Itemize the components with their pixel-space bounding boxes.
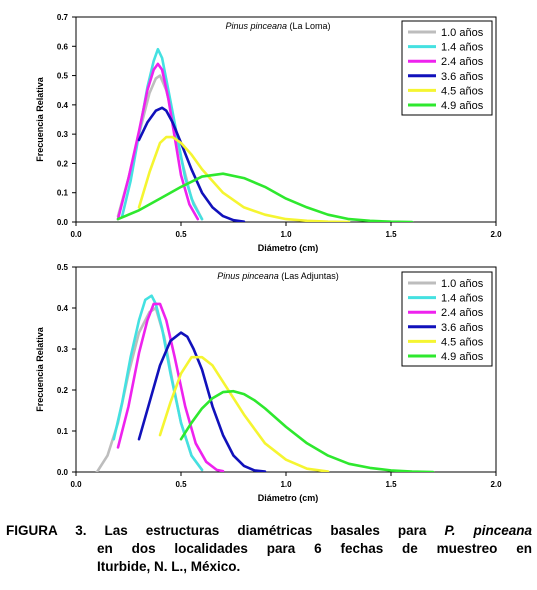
series-line-6 [116,172,414,222]
figure-caption: FIGURA 3. Las estructuras diamétricas ba… [6,522,532,576]
legend: 1.0 años 1.4 años 2.4 años 3.6 años 4.5 años… [401,271,493,367]
y-tick-label: 0.2 [57,386,69,395]
y-tick-label: 0.1 [57,189,69,198]
legend-entry-4: 3.6 años [441,322,484,334]
series-line-3 [116,302,225,472]
legend: 1.0 años 1.4 años 2.4 años 3.6 años 4.5 años… [401,20,493,116]
legend-entry-2: 1.4 años [441,42,484,54]
series-line-6 [179,389,435,472]
x-tick-label: 1.0 [280,230,292,239]
y-tick-label: 0.3 [57,130,69,139]
y-tick-label: 0.4 [57,304,69,313]
y-axis-label: Frecuencia Relativa [35,76,45,162]
chart-title: Pinus pinceana (La Loma) [225,21,330,31]
caption-line-3: Iturbide, N. L., México. [97,559,241,574]
y-tick-label: 0.6 [57,42,69,51]
y-tick-label: 0.3 [57,345,69,354]
series-line-2 [112,294,204,472]
y-axis-label: Frecuencia Relativa [35,326,45,412]
legend-box [401,20,493,116]
chart-title-species: Pinus pinceana [217,271,279,281]
chart-2: 0.0 0.1 0.2 0.3 0.4 0.5 0.0 0.5 1.0 1.5 2.0 Diámetr… [35,263,502,503]
x-tick-label: 1.0 [280,480,292,489]
caption-line-1: FIGURA 3. Las estructuras diamétricas ba… [6,522,532,540]
series-line-3 [116,62,200,221]
legend-entry-2: 1.4 años [441,293,484,305]
legend-entry-6: 4.9 años [441,351,484,363]
x-tick-label: 0.5 [175,480,187,489]
legend-entry-6: 4.9 años [441,100,484,112]
x-tick-label: 1.5 [385,480,397,489]
legend-entry-5: 4.5 años [441,85,484,97]
legend-entry-3: 2.4 años [441,307,484,319]
y-tick-label: 0.5 [57,263,69,272]
y-tick-label: 0.0 [57,218,69,227]
caption-label: FIGURA 3. [6,523,87,538]
caption-species: P. pinceana [444,523,532,538]
y-tick-label: 0.0 [57,468,69,477]
x-tick-label: 2.0 [490,480,502,489]
series-line-5 [158,355,330,472]
y-tick-label: 0.2 [57,159,69,168]
x-tick-label: 2.0 [490,230,502,239]
y-tick-label: 0.1 [57,427,69,436]
legend-entry-1: 1.0 años [441,278,484,290]
caption-text-start: Las estructuras diamétricas basales para [86,523,445,538]
y-tick-label: 0.4 [57,101,69,110]
legend-entry-5: 4.5 años [441,336,484,348]
legend-box [401,271,493,367]
legend-entry-3: 2.4 años [441,56,484,68]
series-line-5 [137,135,351,222]
legend-entry-1: 1.0 años [441,27,484,39]
caption-line-2: en dos localidades para 6 fechas de mues… [97,541,532,556]
x-axis-label: Diámetro (cm) [258,493,319,503]
series-line-4 [137,331,267,472]
x-tick-label: 0.0 [70,480,82,489]
chart-title-species: Pinus pinceana [225,21,287,31]
chart-title-place: (La Loma) [287,21,331,31]
y-tick-label: 0.5 [57,72,69,81]
x-axis-label: Diámetro (cm) [258,243,319,253]
chart-1: 0.0 0.1 0.2 0.3 0.4 0.5 0.6 0.7 0.0 0.5 1.0 1.5 2.0 D… [35,13,502,253]
chart-title-place: (Las Adjuntas) [279,271,339,281]
x-tick-label: 0.0 [70,230,82,239]
figure-charts: 0.0 0.1 0.2 0.3 0.4 0.5 0.6 0.7 0.0 0.5 1.0 1.5 2.0 D… [35,13,502,503]
x-tick-label: 0.5 [175,230,187,239]
legend-entry-4: 3.6 años [441,71,484,83]
y-tick-label: 0.7 [57,13,69,22]
chart-title: Pinus pinceana (Las Adjuntas) [217,271,339,281]
x-tick-label: 1.5 [385,230,397,239]
